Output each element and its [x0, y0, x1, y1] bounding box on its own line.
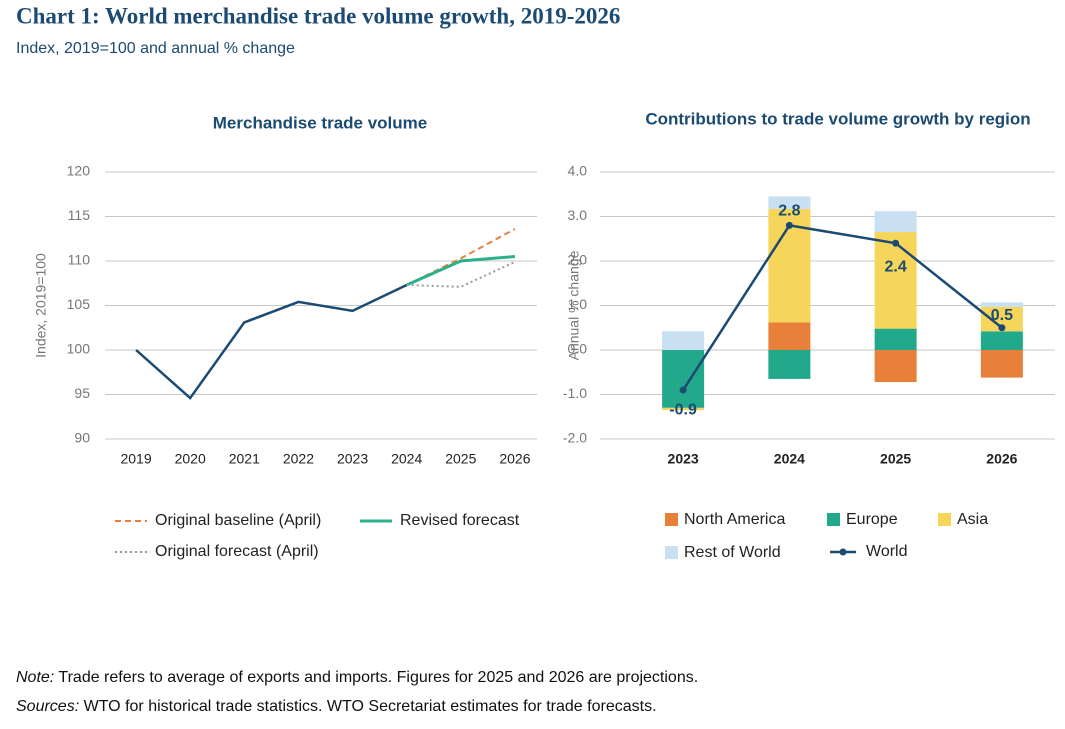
data-label: 2.4: [885, 258, 907, 275]
bar-segment: [874, 232, 917, 329]
x-tick-label: 2021: [229, 451, 260, 467]
legend-swatch: [665, 513, 678, 526]
legend-swatch: [938, 513, 951, 526]
legend-swatch: [665, 546, 678, 559]
note-text: Trade refers to average of exports and i…: [58, 669, 698, 686]
line-marker: [998, 324, 1006, 332]
line-marker: [679, 386, 687, 394]
legend-label: Asia: [957, 511, 988, 528]
x-tick-label: 2019: [120, 451, 151, 467]
bar-segment: [768, 196, 811, 209]
data-label: -0.9: [669, 401, 697, 418]
x-tick-label: 2020: [175, 451, 206, 467]
bar-segment: [980, 302, 1023, 307]
x-tick-label: 2023: [337, 451, 368, 467]
x-tick-label: 2025: [880, 451, 911, 467]
note-label: Note:: [16, 669, 54, 686]
bar-segment: [980, 350, 1023, 378]
y-tick-label: 105: [67, 296, 91, 312]
subchart-title: Contributions to trade volume growth by …: [645, 109, 1030, 128]
line: [135, 283, 408, 400]
bar-segment: [768, 350, 811, 379]
bar-segment: [980, 331, 1023, 350]
y-tick-label: 90: [74, 430, 90, 446]
y-tick-label: 4.0: [568, 163, 588, 179]
page-subtitle: Index, 2019=100 and annual % change: [16, 40, 295, 57]
bar-segment: [874, 350, 917, 383]
x-tick-label: 2026: [986, 451, 1017, 467]
x-tick-label: 2024: [391, 451, 422, 467]
data-label: 0.5: [991, 307, 1013, 324]
legend-label: North America: [684, 511, 785, 528]
y-tick-label: 1.0: [568, 296, 588, 312]
legend-swatch: [839, 548, 847, 556]
x-tick-label: 2026: [499, 451, 530, 467]
line: [406, 260, 516, 288]
sources: Sources: WTO for historical trade statis…: [16, 698, 657, 715]
y-tick-label: 95: [74, 385, 90, 401]
sources-text: WTO for historical trade statistics. WTO…: [84, 698, 657, 715]
legend-swatch: [827, 513, 840, 526]
line: [682, 224, 1003, 391]
bar-segment: [662, 407, 705, 411]
data-label: 2.8: [778, 203, 800, 220]
y-tick-label: 3.0: [568, 207, 588, 223]
bar-segment: [662, 350, 705, 408]
legend-label: World: [866, 543, 908, 560]
line-marker: [785, 221, 793, 229]
bar-segment: [874, 211, 917, 233]
y-tick-label: -2.0: [563, 430, 587, 446]
y-tick-label: 100: [67, 341, 91, 357]
line-marker: [892, 239, 900, 247]
y-axis-label: Index, 2019=100: [33, 253, 49, 358]
legend-label: Europe: [846, 511, 898, 528]
y-tick-label: 115: [68, 207, 91, 223]
y-tick-label: 0.0: [568, 341, 588, 357]
sources-label: Sources:: [16, 698, 79, 715]
subchart-title: Merchandise trade volume: [213, 113, 427, 132]
y-tick-label: -1.0: [563, 385, 587, 401]
legend-label: Original forecast (April): [155, 543, 319, 560]
x-tick-label: 2024: [774, 451, 805, 467]
bar-segment: [768, 322, 811, 350]
y-tick-label: 110: [68, 252, 91, 268]
legend-label: Rest of World: [684, 544, 781, 561]
legend-label: Original baseline (April): [155, 512, 321, 529]
x-tick-label: 2022: [283, 451, 314, 467]
y-axis-label: Annual % change: [566, 250, 582, 360]
y-tick-label: 120: [67, 163, 91, 179]
line: [406, 255, 516, 287]
page-title: Chart 1: World merchandise trade volume …: [16, 3, 620, 28]
bar-segment: [662, 331, 705, 350]
x-tick-label: 2023: [668, 451, 699, 467]
note: Note: Trade refers to average of exports…: [16, 669, 698, 686]
y-tick-label: 2.0: [568, 252, 588, 268]
bar-segment: [874, 328, 917, 350]
x-tick-label: 2025: [445, 451, 476, 467]
legend-label: Revised forecast: [400, 512, 520, 529]
